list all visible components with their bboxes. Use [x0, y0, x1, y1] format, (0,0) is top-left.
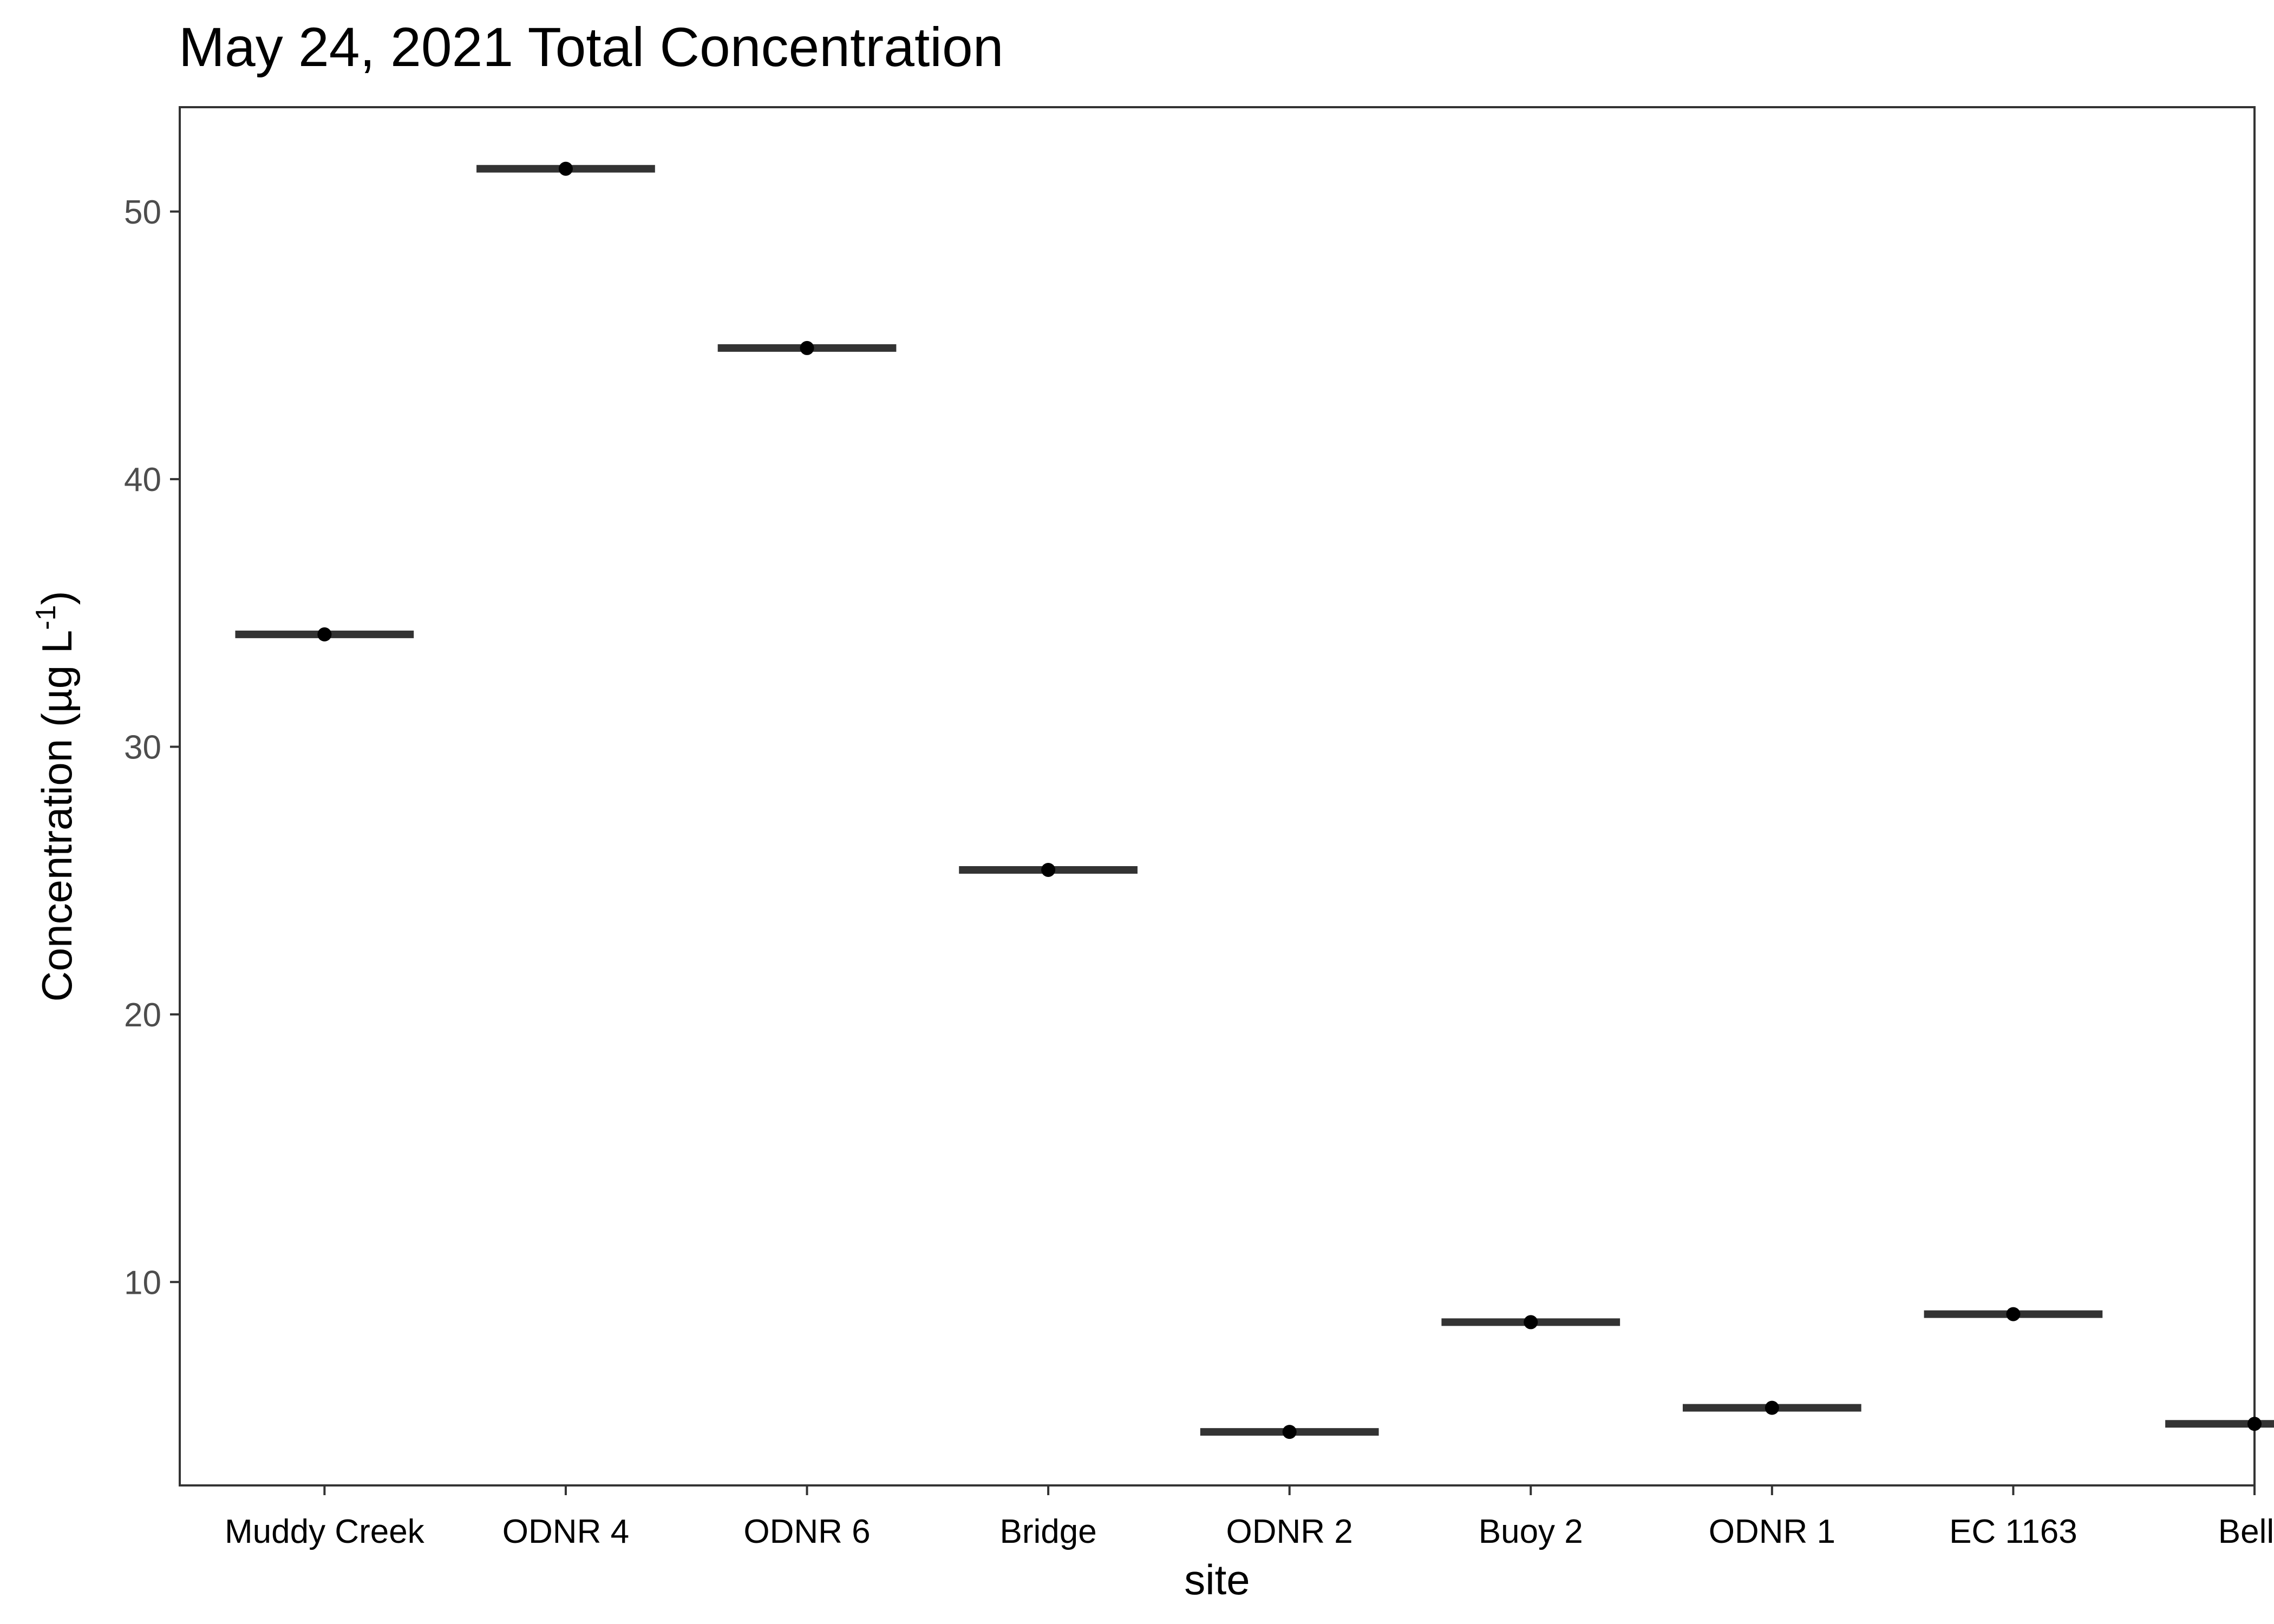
x-tick-label: Buoy 2 — [1479, 1513, 1583, 1550]
x-tick-label: ODNR 1 — [1709, 1513, 1835, 1550]
data-point — [1041, 862, 1056, 877]
data-point — [2006, 1307, 2021, 1321]
y-axis-title-superscript: -1 — [30, 605, 62, 630]
y-axis-title-suffix: ) — [33, 591, 81, 605]
x-tick-label: ODNR 4 — [502, 1513, 629, 1550]
data-point — [800, 340, 814, 355]
x-tick-label: ODNR 6 — [743, 1513, 870, 1550]
y-tick-label: 20 — [124, 997, 161, 1034]
data-point — [558, 161, 573, 176]
x-tick-label: EC 1163 — [1949, 1513, 2077, 1550]
chart-title: May 24, 2021 Total Concentration — [179, 16, 1003, 78]
y-tick-label: 10 — [124, 1264, 161, 1301]
data-marks — [235, 161, 2274, 1439]
data-point — [317, 627, 332, 641]
y-axis-title-main: Concentration (µg L — [33, 630, 81, 1002]
x-tick-label: ODNR 2 — [1226, 1513, 1353, 1550]
y-axis-title: Concentration (µg L-1) — [30, 591, 81, 1002]
plot-panel — [179, 106, 2256, 1487]
data-point — [1765, 1400, 1779, 1415]
x-axis: Muddy Creek ODNR 4 ODNR 6 Bridge ODNR 2 Buoy … — [225, 1485, 2274, 1550]
x-tick-label: Muddy Creek — [225, 1513, 425, 1550]
data-point — [2247, 1417, 2262, 1431]
y-tick-label: 50 — [124, 194, 161, 231]
y-tick-label: 40 — [124, 461, 161, 499]
y-tick-label: 30 — [124, 729, 161, 767]
y-axis: 10 20 30 40 50 — [124, 194, 180, 1301]
x-tick-label: Bridge — [999, 1513, 1096, 1550]
data-point — [1524, 1315, 1538, 1330]
x-axis-title: site — [1184, 1556, 1250, 1603]
data-point — [1282, 1425, 1297, 1439]
